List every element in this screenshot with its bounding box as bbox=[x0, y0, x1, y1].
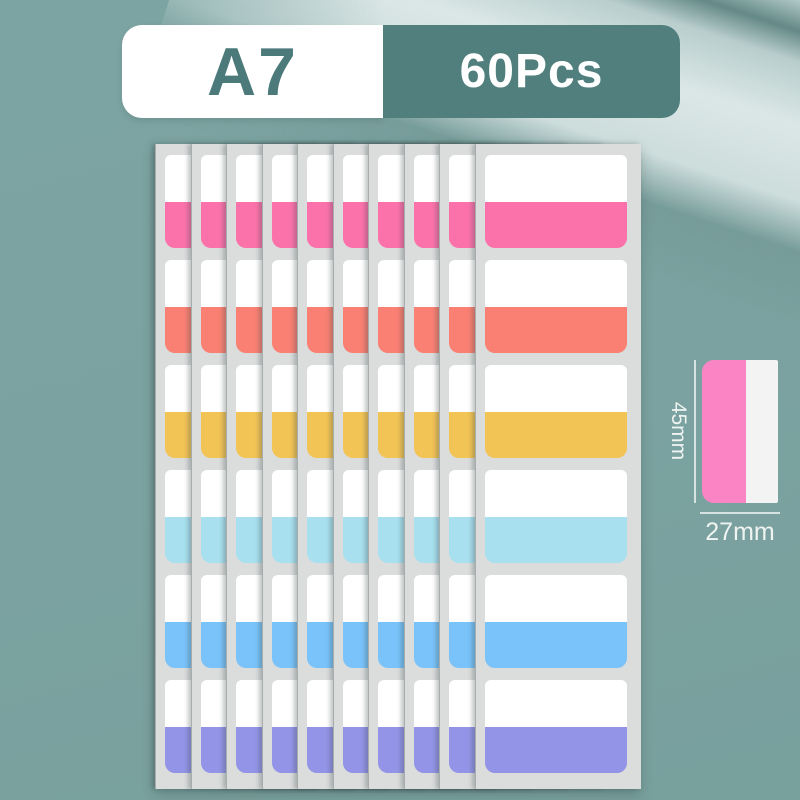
index-tab-cyan bbox=[484, 470, 627, 563]
tab-write-area bbox=[484, 260, 627, 307]
size-pill: A7 bbox=[122, 25, 383, 118]
count-badge: 60Pcs bbox=[383, 25, 680, 118]
index-tab-purple bbox=[484, 680, 627, 773]
banner: A7 60Pcs bbox=[122, 25, 680, 118]
tab-color-area bbox=[484, 412, 627, 458]
tab-write-area bbox=[484, 470, 627, 517]
count-label: 60Pcs bbox=[459, 45, 604, 98]
sticker-sheet bbox=[474, 144, 641, 789]
sample-tab bbox=[702, 360, 778, 503]
tab-color-area bbox=[484, 622, 627, 668]
height-dimension-label: 45mm bbox=[667, 401, 690, 461]
sample-tab-write-area bbox=[746, 360, 778, 503]
height-measure-line bbox=[694, 360, 696, 503]
sample-tab-color-area bbox=[702, 360, 746, 503]
tab-write-area bbox=[484, 575, 627, 622]
index-tab-yellow bbox=[484, 365, 627, 458]
index-tab-pink bbox=[484, 155, 627, 248]
index-tab-coral bbox=[484, 260, 627, 353]
size-label: A7 bbox=[207, 33, 298, 110]
index-tab-blue bbox=[484, 575, 627, 668]
tab-write-area bbox=[484, 680, 627, 727]
width-dimension-label: 27mm bbox=[705, 518, 775, 546]
tab-color-area bbox=[484, 727, 627, 773]
tab-write-area bbox=[484, 155, 627, 202]
sheet-stack bbox=[155, 144, 641, 789]
tab-color-area bbox=[484, 517, 627, 563]
tab-write-area bbox=[484, 365, 627, 412]
tab-color-area bbox=[484, 307, 627, 353]
width-measure-line bbox=[700, 512, 780, 514]
tab-color-area bbox=[484, 202, 627, 248]
